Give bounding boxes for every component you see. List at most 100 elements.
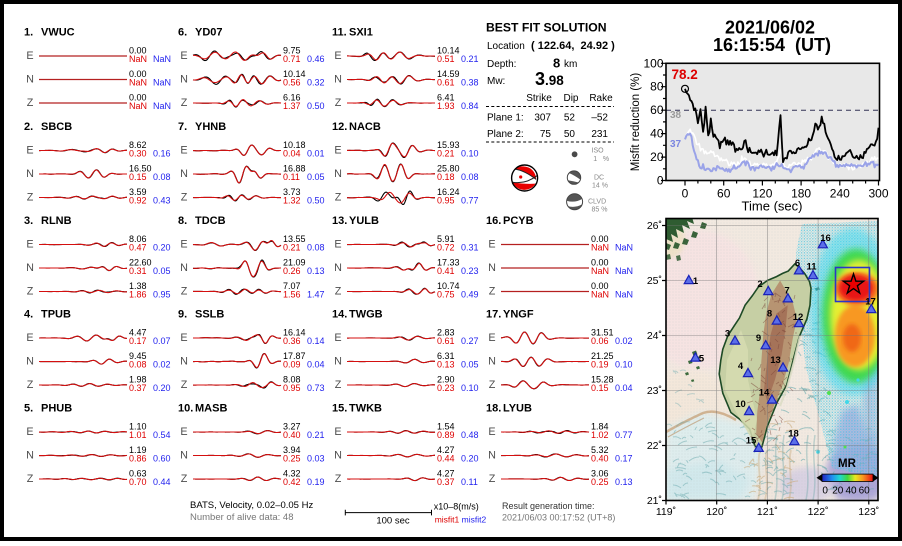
svg-text:SBCB: SBCB (41, 121, 72, 133)
svg-text:N: N (334, 450, 342, 462)
svg-text:N: N (26, 450, 34, 462)
svg-text:0.02: 0.02 (153, 360, 171, 370)
svg-text:BEST FIT SOLUTION: BEST FIT SOLUTION (486, 21, 607, 35)
svg-text:0.08: 0.08 (129, 360, 147, 370)
svg-text:15.28: 15.28 (591, 374, 614, 384)
svg-text:23˚: 23˚ (647, 385, 662, 397)
svg-text:25.80: 25.80 (437, 163, 460, 173)
svg-text:1.98: 1.98 (129, 374, 147, 384)
svg-text:NaN: NaN (591, 290, 609, 300)
svg-text:TWGB: TWGB (349, 309, 383, 321)
svg-text:NaN: NaN (615, 266, 633, 276)
svg-text:NaN: NaN (615, 290, 633, 300)
svg-text:1.37: 1.37 (283, 101, 301, 111)
svg-text:11.: 11. (332, 27, 347, 39)
svg-text:0.00: 0.00 (591, 281, 609, 291)
svg-text:17.: 17. (486, 309, 501, 321)
svg-text:TPUB: TPUB (41, 309, 71, 321)
svg-text:0.17: 0.17 (129, 336, 147, 346)
svg-text:11: 11 (806, 262, 817, 273)
svg-text:E: E (334, 239, 341, 251)
svg-text:Z: Z (181, 192, 188, 204)
svg-text:307: 307 (534, 113, 551, 124)
svg-text:10.14: 10.14 (283, 69, 306, 79)
svg-text:0.05: 0.05 (461, 360, 479, 370)
svg-text:16.88: 16.88 (283, 163, 306, 173)
svg-text:0.75: 0.75 (437, 290, 455, 300)
svg-text:NaN: NaN (153, 54, 171, 64)
svg-text:6.41: 6.41 (437, 92, 455, 102)
svg-text:40: 40 (650, 127, 664, 141)
svg-text:x10–8(m/s): x10–8(m/s) (434, 502, 479, 512)
svg-text:4.27: 4.27 (437, 468, 455, 478)
svg-text:1.32: 1.32 (283, 196, 301, 206)
svg-text:Z: Z (335, 473, 342, 485)
svg-text:0.25: 0.25 (283, 454, 301, 464)
svg-text:N: N (180, 168, 188, 180)
svg-text:17.87: 17.87 (283, 351, 306, 361)
svg-text:0.20: 0.20 (461, 454, 479, 464)
svg-text:4: 4 (738, 361, 744, 372)
svg-text:E: E (26, 239, 33, 251)
svg-text:1 %: 1 % (593, 156, 609, 163)
svg-text:0.73: 0.73 (307, 383, 325, 393)
svg-text:3.94: 3.94 (283, 445, 301, 455)
svg-text:4.47: 4.47 (129, 327, 147, 337)
svg-text:0.20: 0.20 (153, 243, 171, 253)
svg-text:1.56: 1.56 (283, 290, 301, 300)
svg-text:0.01: 0.01 (307, 149, 325, 159)
svg-text:0.71: 0.71 (283, 54, 301, 64)
svg-text:E: E (488, 239, 495, 251)
svg-text:121˚: 121˚ (757, 506, 778, 518)
svg-text:Z: Z (335, 379, 342, 391)
svg-text:0.95: 0.95 (283, 383, 301, 393)
svg-text:14.59: 14.59 (437, 69, 460, 79)
svg-text:NaN: NaN (615, 243, 633, 253)
svg-text:12.: 12. (332, 121, 347, 133)
svg-text:1: 1 (693, 276, 699, 287)
svg-text:120: 120 (752, 187, 772, 201)
svg-text:Z: Z (27, 473, 34, 485)
svg-text:20: 20 (650, 150, 664, 164)
svg-text:5.91: 5.91 (437, 234, 455, 244)
svg-text:0.23: 0.23 (461, 266, 479, 276)
svg-text:0.02: 0.02 (615, 336, 633, 346)
svg-text:0.56: 0.56 (283, 78, 301, 88)
svg-text:6: 6 (795, 258, 800, 269)
svg-text:5.32: 5.32 (591, 445, 609, 455)
svg-text:0.10: 0.10 (461, 149, 479, 159)
svg-text:0.36: 0.36 (283, 336, 301, 346)
svg-text:YHNB: YHNB (195, 121, 226, 133)
svg-text:0.50: 0.50 (307, 196, 325, 206)
svg-text:0.11: 0.11 (461, 477, 478, 487)
svg-text:0.40: 0.40 (283, 430, 301, 440)
svg-text:0.23: 0.23 (437, 383, 455, 393)
svg-text:0.21: 0.21 (461, 54, 479, 64)
svg-text:0.04: 0.04 (307, 360, 325, 370)
svg-text:Z: Z (27, 286, 34, 298)
svg-text:40: 40 (845, 486, 857, 497)
svg-text:E: E (180, 145, 187, 157)
svg-text:Z: Z (335, 192, 342, 204)
svg-text:100: 100 (643, 56, 663, 70)
svg-text:0.77: 0.77 (461, 196, 479, 206)
svg-text:9.: 9. (178, 309, 187, 321)
svg-text:E: E (488, 332, 495, 344)
svg-text:78.2: 78.2 (672, 67, 698, 82)
svg-text:10.14: 10.14 (437, 45, 460, 55)
svg-text:2.: 2. (24, 121, 33, 133)
svg-text:13: 13 (770, 355, 781, 366)
svg-text:N: N (26, 262, 34, 274)
svg-text:9.45: 9.45 (129, 351, 147, 361)
svg-text:Z: Z (335, 97, 342, 109)
svg-text:Mw:: Mw: (487, 76, 505, 87)
svg-text:120˚: 120˚ (706, 506, 727, 518)
svg-text:2: 2 (757, 279, 762, 290)
svg-text:300: 300 (868, 187, 888, 201)
svg-text:E: E (334, 332, 341, 344)
svg-text:1.10: 1.10 (129, 421, 147, 431)
svg-text:1.01: 1.01 (129, 430, 147, 440)
svg-text:180: 180 (791, 187, 811, 201)
svg-text:50: 50 (564, 129, 576, 140)
svg-text:8.08: 8.08 (283, 374, 301, 384)
